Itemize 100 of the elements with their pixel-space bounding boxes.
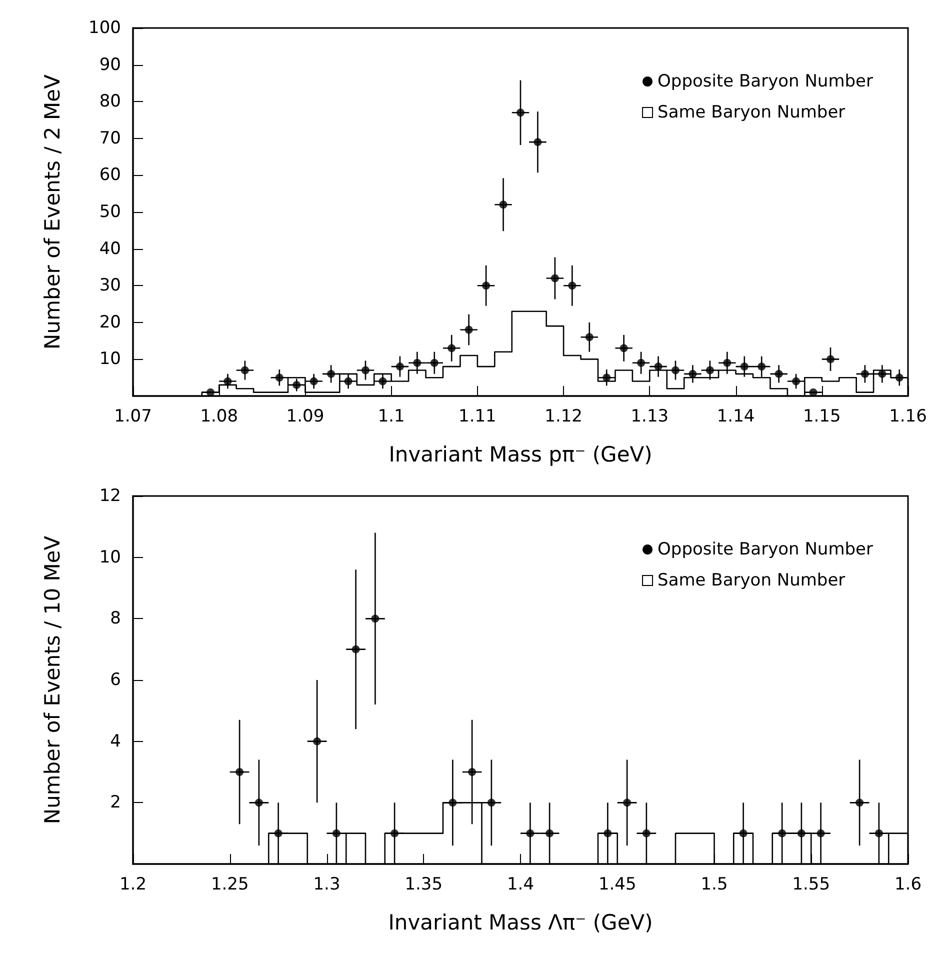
- x-tick-label: 1.25: [210, 874, 249, 894]
- point: [390, 829, 399, 838]
- point: [362, 366, 370, 374]
- point: [371, 614, 380, 623]
- point: [602, 374, 611, 382]
- point: [550, 274, 559, 282]
- point: [487, 798, 496, 807]
- point: [206, 388, 214, 396]
- x-tick-label: 1.16: [889, 406, 927, 426]
- x-tick-label: 1.45: [598, 874, 636, 894]
- y-tick-label: 4: [110, 731, 121, 752]
- point: [856, 798, 864, 807]
- point: [310, 377, 318, 386]
- y-tick-label: 90: [99, 54, 121, 75]
- point: [430, 358, 438, 367]
- point: [874, 829, 883, 838]
- point: [448, 798, 457, 807]
- point: [739, 829, 748, 838]
- point: [240, 366, 249, 374]
- y-tick-label: 2: [110, 792, 121, 813]
- point: [672, 366, 680, 374]
- x-tick-label: 1.07: [114, 406, 152, 426]
- point: [809, 388, 818, 396]
- x-tick-label: 1.15: [802, 406, 841, 426]
- x-tick-label: 1.08: [200, 406, 238, 426]
- point: [723, 358, 732, 367]
- point: [604, 829, 612, 838]
- point: [327, 370, 336, 378]
- point: [534, 138, 542, 146]
- point: [816, 829, 825, 838]
- x-tick-label: 1.35: [404, 874, 443, 894]
- point: [778, 829, 786, 838]
- point: [468, 768, 476, 776]
- point: [620, 344, 628, 352]
- point: [797, 829, 806, 838]
- y-tick-label: 50: [99, 202, 121, 222]
- point: [568, 282, 576, 290]
- x-tick-label: 1.3: [313, 874, 340, 894]
- point: [878, 370, 886, 378]
- point: [274, 829, 282, 838]
- y-tick-label: 80: [99, 92, 121, 112]
- point: [378, 377, 387, 386]
- point: [499, 200, 508, 209]
- x-axis-title: Invariant Mass pπ⁻ (GeV): [388, 442, 652, 466]
- y-tick-label: 30: [99, 276, 121, 296]
- y-tick-label: 40: [99, 238, 121, 259]
- point: [792, 377, 800, 386]
- x-tick-label: 1.2: [119, 874, 147, 894]
- point: [254, 798, 263, 807]
- point: [275, 374, 284, 382]
- x-tick-label: 1.11: [458, 406, 496, 426]
- x-tick-label: 1.1: [378, 406, 405, 426]
- point: [464, 326, 473, 334]
- point: [236, 768, 244, 776]
- x-tick-label: 1.4: [506, 874, 534, 894]
- point: [758, 362, 766, 371]
- y-tick-label: 60: [99, 165, 121, 186]
- legend-label: Same Baryon Number: [658, 102, 846, 122]
- x-tick-label: 1.09: [286, 406, 324, 426]
- legend-label: Same Baryon Number: [658, 570, 846, 590]
- x-tick-label: 1.5: [700, 874, 728, 894]
- y-tick-label: 10: [99, 349, 121, 370]
- point: [313, 737, 322, 746]
- x-tick-label: 1.55: [792, 874, 830, 894]
- x-tick-label: 1.14: [716, 406, 755, 426]
- point: [860, 370, 869, 378]
- point: [546, 829, 554, 838]
- legend-label: Opposite Baryon Number: [658, 72, 874, 92]
- point: [352, 645, 360, 654]
- point: [623, 798, 632, 807]
- point: [740, 362, 748, 371]
- point: [706, 366, 714, 374]
- x-tick-label: 1.13: [630, 406, 669, 426]
- point: [654, 362, 662, 371]
- point: [292, 380, 301, 389]
- x-axis-title: Invariant Mass Λπ⁻ (GeV): [388, 910, 653, 934]
- point: [642, 829, 650, 838]
- x-tick-label: 1.6: [894, 874, 922, 894]
- legend-label: Opposite Baryon Number: [658, 540, 874, 560]
- point: [895, 374, 904, 382]
- y-tick-label: 100: [88, 18, 121, 38]
- point: [482, 282, 490, 290]
- point: [448, 344, 456, 352]
- point: [224, 377, 232, 386]
- point: [396, 362, 404, 371]
- y-tick-label: 20: [99, 312, 121, 332]
- point: [585, 333, 594, 342]
- point: [332, 829, 340, 838]
- point: [526, 829, 534, 838]
- point: [688, 370, 697, 378]
- point: [774, 370, 783, 378]
- point: [826, 355, 834, 364]
- y-tick-label: 8: [110, 608, 121, 629]
- x-tick-label: 1.12: [544, 406, 582, 426]
- point: [637, 358, 646, 367]
- y-axis-title: Number of Events / 10 MeV: [40, 535, 64, 824]
- point: [413, 358, 422, 367]
- y-tick-label: 6: [110, 670, 121, 690]
- point: [516, 108, 524, 117]
- y-tick-label: 10: [99, 547, 121, 568]
